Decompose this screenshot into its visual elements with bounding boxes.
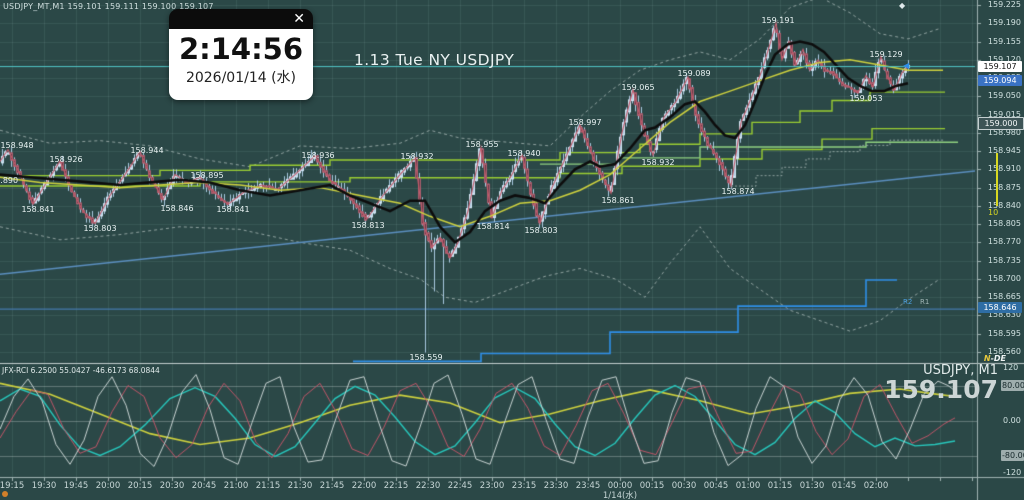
clock-date: 2026/01/14 (水) — [185, 70, 297, 86]
close-icon[interactable]: ✕ — [293, 11, 305, 27]
clock-time: 2:14:56 — [178, 32, 304, 66]
clock-widget[interactable]: ✕ 2:14:56 2026/01/14 (水) — [169, 9, 313, 100]
clock-titlebar: ✕ — [169, 9, 313, 29]
clock-body: 2:14:56 2026/01/14 (水) — [169, 29, 313, 100]
